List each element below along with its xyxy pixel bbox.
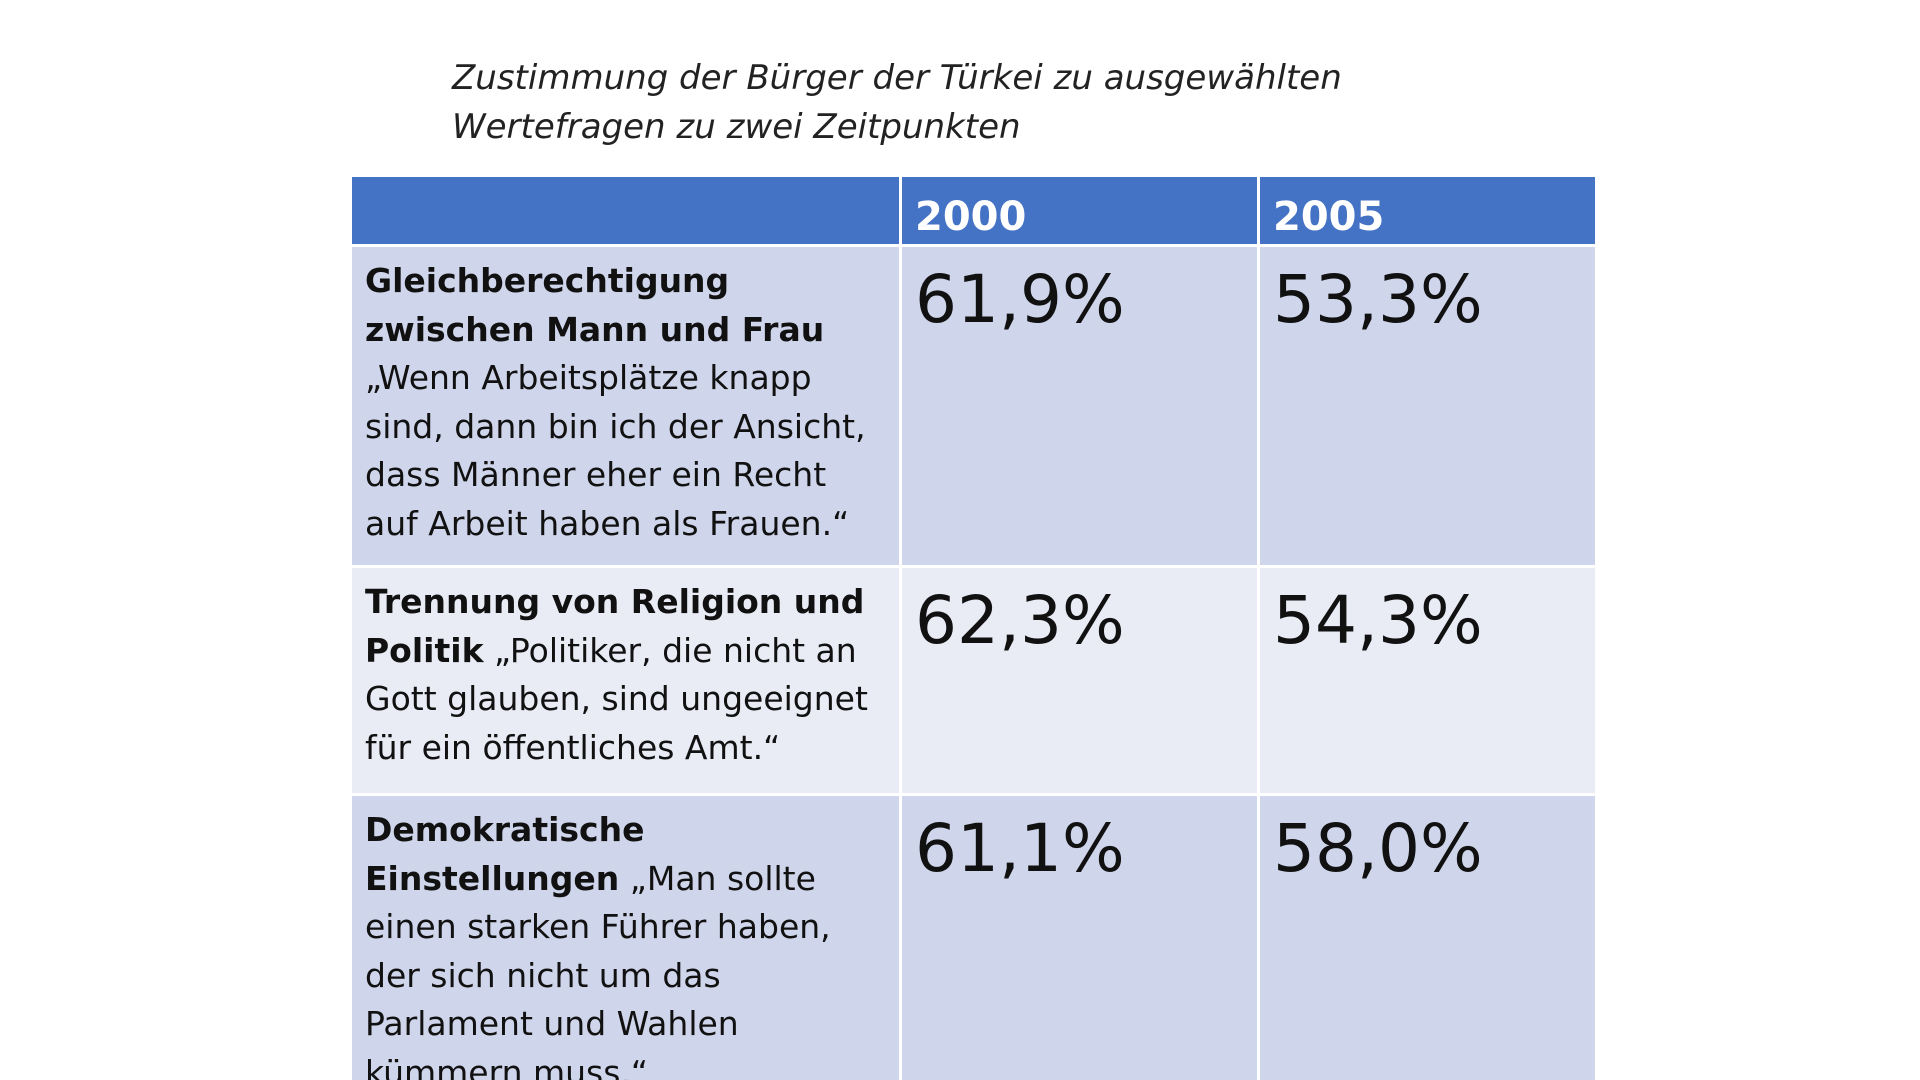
- row-label: Demokratische Einstellungen „Man sollte …: [349, 793, 902, 1080]
- value-2005: 58,0%: [1257, 793, 1598, 1080]
- header-cell-2005: 2005: [1257, 174, 1598, 247]
- slide-title: Zustimmung der Bürger der Türkei zu ausg…: [452, 54, 1452, 152]
- value-2000: 62,3%: [899, 565, 1260, 796]
- row-topic: Demokratische Einstellungen: [365, 810, 645, 898]
- row-statement: „Wenn Arbeitsplätze knapp sind, dann bin…: [365, 358, 866, 543]
- table-header-row: 2000 2005: [349, 174, 1598, 247]
- value-2000: 61,9%: [899, 244, 1260, 568]
- header-cell-empty: [349, 174, 902, 247]
- header-cell-2000: 2000: [899, 174, 1260, 247]
- table-row: Trennung von Religion und Politik „Polit…: [349, 565, 1598, 796]
- row-topic: Trennung von Religion und Politik: [365, 582, 865, 670]
- table-row: Demokratische Einstellungen „Man sollte …: [349, 793, 1598, 1080]
- value-2000: 61,1%: [899, 793, 1260, 1080]
- slide-title-line-1: Zustimmung der Bürger der Türkei zu ausg…: [452, 58, 1342, 98]
- table-row: Gleichberechtigung zwischen Mann und Fra…: [349, 244, 1598, 568]
- value-2005: 54,3%: [1257, 565, 1598, 796]
- value-2005: 53,3%: [1257, 244, 1598, 568]
- row-statement: „Politiker, die nicht an Gott glauben, s…: [365, 630, 868, 767]
- row-statement: „Man sollte einen starken Führer haben, …: [365, 858, 831, 1080]
- slide-title-line-2: Wertefragen zu zwei Zeitpunkten: [452, 107, 1021, 147]
- row-label: Gleichberechtigung zwischen Mann und Fra…: [349, 244, 902, 568]
- row-label: Trennung von Religion und Politik „Polit…: [349, 565, 902, 796]
- row-topic: Gleichberechtigung zwischen Mann und Fra…: [365, 261, 825, 349]
- values-table: 2000 2005 Gleichberechtigung zwischen Ma…: [349, 174, 1598, 1080]
